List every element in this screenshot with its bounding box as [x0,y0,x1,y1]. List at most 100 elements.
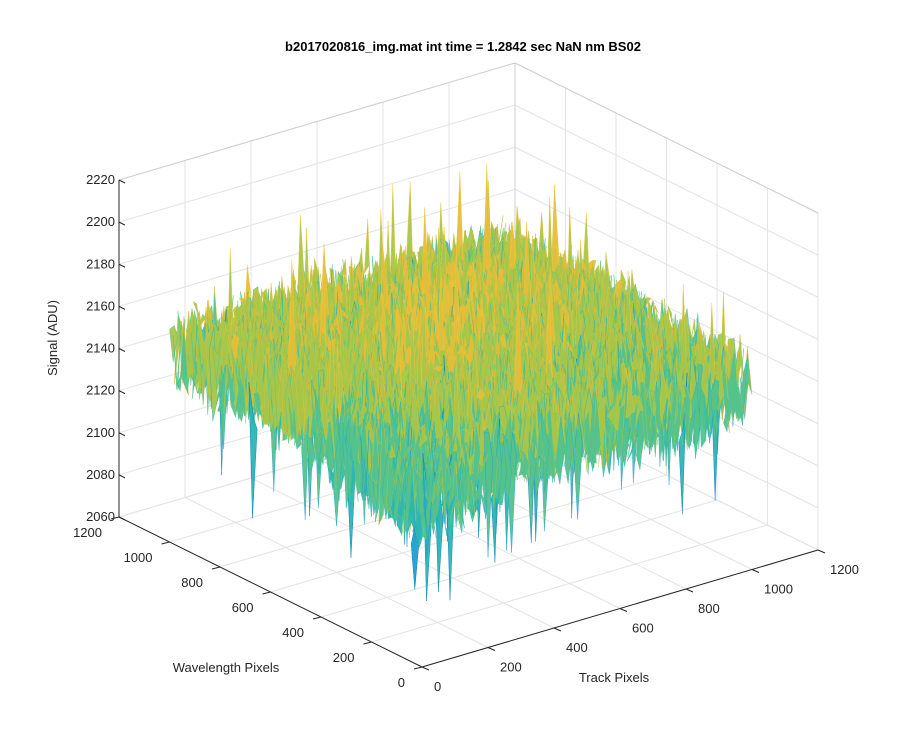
z-tick-label: 2120 [86,383,115,398]
x-tick-label: 1200 [830,562,859,577]
x-tick-mark [751,569,760,573]
z-tick-mark [118,516,126,521]
surface-patch [507,432,517,553]
surface-patch [212,338,222,383]
y-tick-mark [312,616,322,620]
z-tick-mark [118,263,126,268]
surface-patch [320,388,330,442]
x-tick-label: 800 [698,601,720,616]
z-tick-label: 2100 [86,425,115,440]
z-tick-mark [118,390,126,395]
x-tick-label: 600 [632,621,654,636]
surface-patch [518,460,528,481]
z-tick-mark [118,221,126,226]
y-tick-mark [110,516,120,520]
surface-patch [395,321,404,439]
surface-patch [460,465,470,513]
surface-patch [517,411,526,471]
surface-patch [252,370,261,403]
surface-patch [606,404,616,422]
grid-line-y [371,524,768,643]
y-tick-mark [363,641,372,645]
surface-patch [339,307,349,319]
surface-patch [434,365,444,373]
surface-patch [306,434,316,477]
axes [110,179,826,671]
surface-patch [378,371,388,419]
y-tick-label: 600 [232,600,254,615]
surface-patch [187,334,197,377]
surface-patch [658,366,668,432]
x-tick-mark [685,588,694,593]
surface-patch [616,404,625,458]
z-tick-label: 2160 [86,298,115,313]
grid-line-y [320,499,718,618]
surface-patch [521,410,531,459]
y-tick-label: 1000 [124,550,153,565]
surface-patch [626,440,636,462]
surface-patch [338,425,348,481]
surface-patch [554,427,564,476]
surface-patch [668,391,677,444]
surface-patch [437,454,446,522]
z-tick-label: 2060 [86,509,115,524]
surface-patch [540,408,550,492]
y-tick-label: 800 [181,575,203,590]
surface-patch [422,470,432,560]
surface-patch [425,459,434,538]
surface-patch [474,471,484,480]
surface-patch [635,392,644,428]
x-tick-label: 0 [434,679,441,694]
surface-patch [682,382,691,451]
surface-patch [441,500,451,537]
surface-patch [385,450,395,511]
surface-patch [705,409,715,444]
surface-patch [701,354,710,398]
surface-patch [484,432,493,558]
surface-patch [639,381,649,449]
z-tick-mark [118,348,126,352]
surface-patch [526,418,536,483]
y-tick-mark [262,591,271,595]
surface-patch [470,473,479,519]
surface-patch [677,375,687,398]
surface-patch [451,459,460,522]
surface-patch [371,416,381,484]
surface-patch [418,486,427,540]
surface-patch [432,467,442,504]
surface-patch [724,380,734,422]
surface-patch [455,451,465,529]
surface-patch [324,421,334,461]
surface-patch [180,316,189,396]
surface-patch [248,382,258,519]
surface-patch [564,411,574,484]
surface-patch [317,417,326,460]
z-tick-label: 2140 [86,341,115,356]
surface-patch [597,395,607,468]
surface-patch [476,388,486,401]
surface-patch [672,398,682,445]
surface-patch [256,337,266,414]
x-tick-label: 200 [500,660,522,675]
z-tick-mark [118,305,126,310]
surface-patch [527,416,537,498]
y-tick-label: 200 [333,650,355,665]
surface-patch [230,333,240,362]
surface-patch [446,495,456,519]
surface-patch [649,389,658,445]
surface-patch [625,374,635,420]
surface-patch [736,333,745,392]
tick-labels: 0200400600800100012000200400600800100012… [73,172,859,694]
surface-patch [512,423,522,459]
surface-patch [172,321,182,391]
z-tick-mark [118,432,126,437]
surface-patch [302,381,312,444]
x-tick-label: 400 [566,640,588,655]
surface-patch [653,389,663,460]
surface-patch [550,401,559,461]
surface-patch [227,364,236,418]
surface-patch [378,406,388,526]
box-edge [118,62,516,181]
y-tick-label: 0 [398,675,405,690]
